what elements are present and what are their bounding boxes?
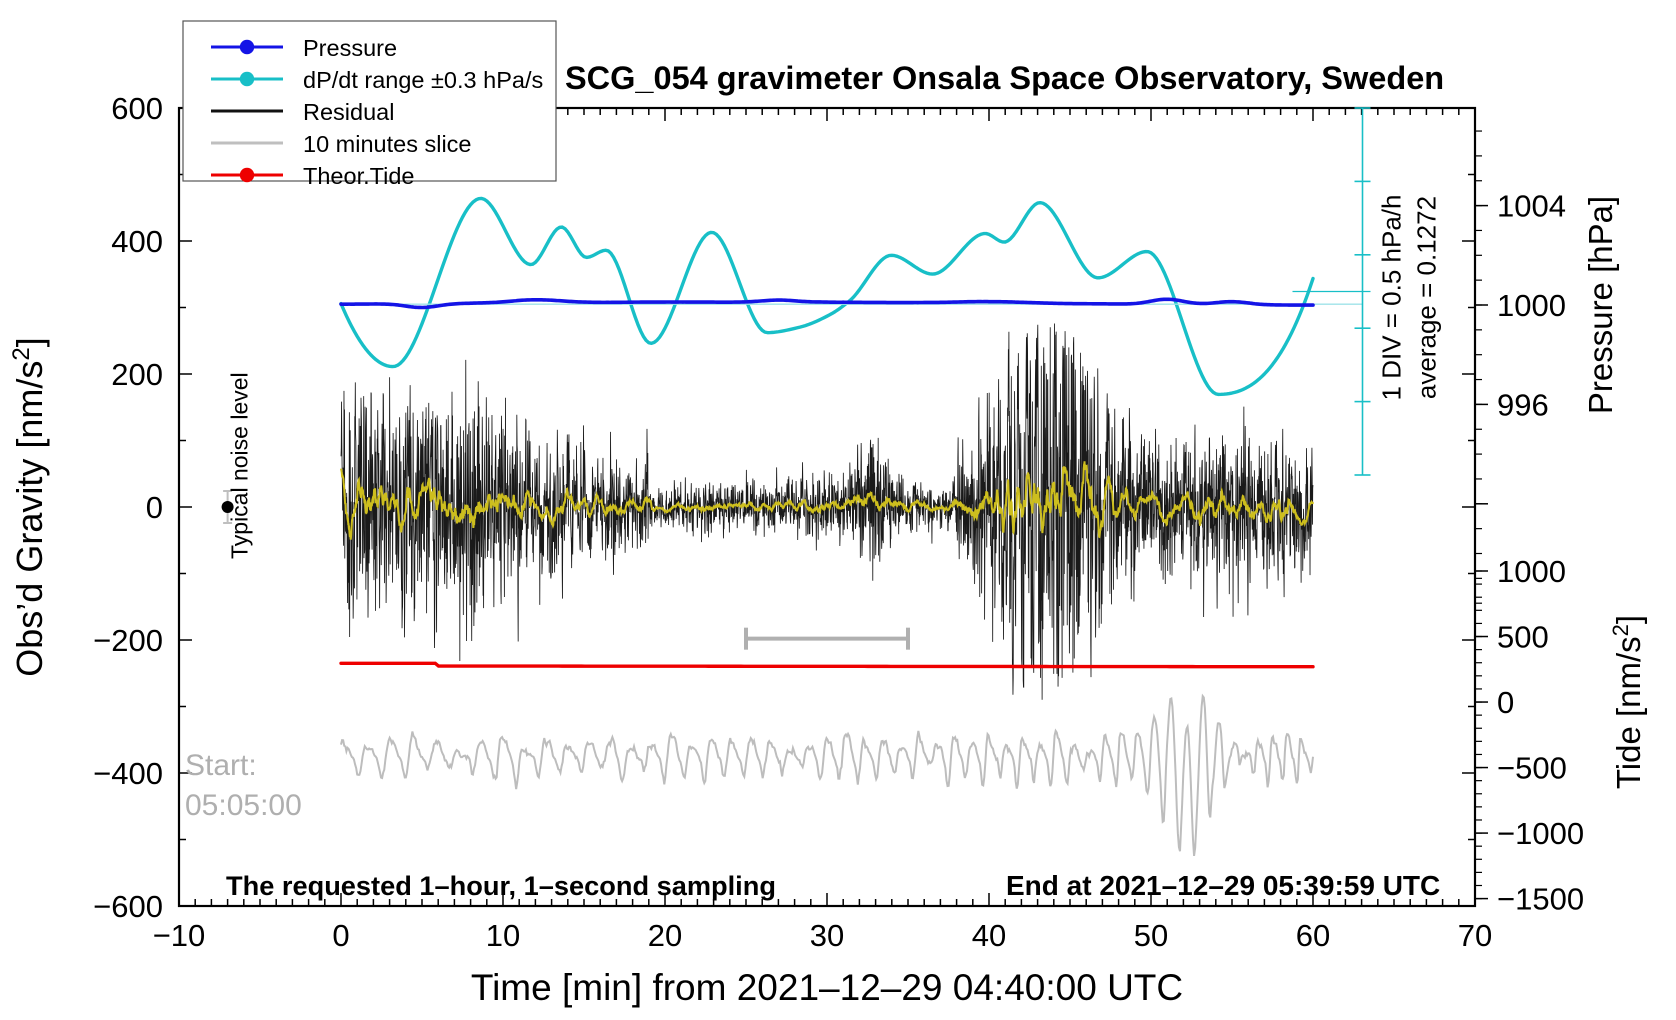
svg-text:−1500: −1500: [1497, 882, 1584, 917]
svg-text:1000: 1000: [1497, 288, 1566, 323]
svg-text:Time [min] from 2021–12–29 04:: Time [min] from 2021–12–29 04:40:00 UTC: [471, 967, 1183, 1008]
svg-text:996: 996: [1497, 387, 1549, 422]
svg-text:End at 2021–12–29 05:39:59 UTC: End at 2021–12–29 05:39:59 UTC: [1006, 870, 1440, 901]
svg-text:1000: 1000: [1497, 554, 1566, 589]
svg-text:70: 70: [1458, 918, 1492, 953]
svg-text:20: 20: [648, 918, 682, 953]
svg-text:dP/dt range ±0.3 hPa/s: dP/dt range ±0.3 hPa/s: [303, 67, 543, 93]
svg-text:Typical noise level: Typical noise level: [227, 372, 253, 559]
svg-text:0: 0: [146, 490, 163, 525]
svg-text:Start:: Start:: [185, 749, 257, 782]
svg-text:40: 40: [972, 918, 1006, 953]
svg-text:30: 30: [810, 918, 844, 953]
svg-text:Obs’d Gravity [nm/s2]: Obs’d Gravity [nm/s2]: [8, 337, 51, 676]
svg-text:10: 10: [486, 918, 520, 953]
svg-text:0: 0: [1497, 685, 1514, 720]
svg-text:05:05:00: 05:05:00: [185, 789, 302, 822]
svg-text:400: 400: [111, 224, 163, 259]
svg-text:SCG_054 gravimeter Onsala Spac: SCG_054 gravimeter Onsala Space Observat…: [565, 60, 1444, 96]
svg-text:Theor.Tide: Theor.Tide: [303, 163, 414, 189]
svg-text:1 DIV = 0.5 hPa/h: 1 DIV = 0.5 hPa/h: [1377, 195, 1407, 401]
svg-text:60: 60: [1296, 918, 1330, 953]
svg-text:Tide [nm/s2]: Tide [nm/s2]: [1608, 615, 1648, 789]
svg-text:0: 0: [332, 918, 349, 953]
svg-text:−400: −400: [93, 756, 163, 791]
svg-text:Pressure: Pressure: [303, 35, 397, 61]
svg-text:200: 200: [111, 357, 163, 392]
svg-text:1004: 1004: [1497, 189, 1566, 224]
svg-text:−200: −200: [93, 623, 163, 658]
svg-text:50: 50: [1134, 918, 1168, 953]
svg-text:average = 0.1272: average = 0.1272: [1412, 196, 1442, 399]
svg-text:Residual: Residual: [303, 99, 394, 125]
svg-text:−1000: −1000: [1497, 816, 1584, 851]
svg-text:600: 600: [111, 91, 163, 126]
svg-text:The requested 1–hour, 1–second: The requested 1–hour, 1–second sampling: [226, 870, 776, 901]
svg-text:Pressure [hPa]: Pressure [hPa]: [1582, 196, 1619, 414]
svg-text:−500: −500: [1497, 751, 1567, 786]
svg-text:500: 500: [1497, 620, 1549, 655]
svg-text:−600: −600: [93, 889, 163, 924]
svg-text:10 minutes slice: 10 minutes slice: [303, 131, 472, 157]
